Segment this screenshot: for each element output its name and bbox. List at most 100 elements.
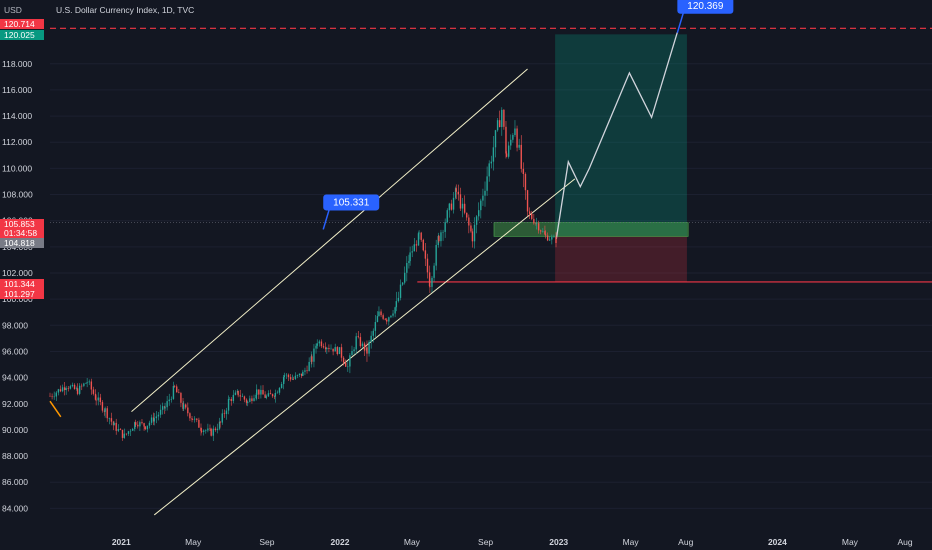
candle-body <box>117 429 120 431</box>
x-tick-label: Sep <box>478 537 493 547</box>
candle-body <box>110 418 113 422</box>
candle-body <box>283 375 285 378</box>
candle-body <box>225 410 228 414</box>
candle-body <box>440 232 442 242</box>
candle-body <box>378 311 380 317</box>
callout-pointer <box>322 209 330 230</box>
candle-body <box>262 389 264 395</box>
candle-body <box>353 349 355 352</box>
candle-body <box>90 381 93 390</box>
candle-body <box>148 422 151 426</box>
plot-area[interactable] <box>50 63 932 509</box>
candle-body <box>512 135 514 140</box>
candle-body <box>417 233 420 246</box>
candle-body <box>216 428 219 430</box>
candle-body <box>264 394 266 398</box>
candle-body <box>528 211 531 214</box>
candle-body <box>470 225 472 232</box>
candle-body <box>274 393 276 397</box>
candle-body <box>221 413 223 423</box>
candle-body <box>106 408 108 419</box>
candle-body <box>180 393 182 403</box>
candle-body <box>468 217 470 226</box>
candle-body <box>159 409 162 415</box>
y-tick-label: 112.000 <box>2 137 32 147</box>
candle-body <box>121 429 124 438</box>
candle-body <box>448 203 451 211</box>
candle-body <box>219 421 221 423</box>
x-tick-label: 2024 <box>768 537 787 547</box>
candle-body <box>334 347 336 352</box>
candle-body <box>388 317 390 322</box>
candle-body <box>73 384 76 389</box>
candle-body <box>230 399 232 401</box>
drawings-layer[interactable] <box>49 27 932 516</box>
candle-body <box>71 384 74 387</box>
candle-body <box>376 316 379 322</box>
candle-body <box>411 251 413 253</box>
candle-body <box>78 385 81 394</box>
candle-body <box>189 413 191 419</box>
candle-body <box>104 408 106 412</box>
candle-body <box>85 383 87 384</box>
candle-body <box>544 234 547 236</box>
candle-body <box>315 345 317 349</box>
candle-body <box>361 343 364 347</box>
candle-body <box>265 396 268 398</box>
candle-body <box>455 188 457 192</box>
loss-zone <box>555 236 687 282</box>
candle-body <box>332 348 334 352</box>
candle-body <box>255 394 257 399</box>
candle-body <box>81 385 83 387</box>
channel-upper-line <box>131 68 528 412</box>
y-tick-label: 108.000 <box>2 190 33 200</box>
x-tick-label: May <box>623 537 640 547</box>
candle-body <box>551 237 553 240</box>
orange-stub-line <box>49 400 62 418</box>
candle-body <box>144 426 146 430</box>
candle-body <box>374 321 377 331</box>
callout-label: 120.369 <box>687 1 724 12</box>
y-tick-label: 118.000 <box>2 59 32 69</box>
candle-body <box>300 373 303 376</box>
price-label-box <box>0 219 44 229</box>
candle-body <box>146 425 149 430</box>
price-label-box <box>0 19 44 29</box>
candle-body <box>363 343 366 351</box>
callout-box <box>323 194 380 211</box>
candle-body <box>324 347 327 350</box>
candle-body <box>196 418 198 420</box>
candle-body <box>340 347 343 358</box>
candle-body <box>239 395 241 397</box>
candle-body <box>260 389 262 395</box>
candle-body <box>168 399 170 402</box>
candle-body <box>318 341 321 344</box>
candle-body <box>164 407 166 409</box>
candle-body <box>88 381 90 383</box>
candle-body <box>205 430 207 431</box>
candle-body <box>294 375 297 379</box>
candle-body <box>505 126 507 154</box>
candle-body <box>251 398 253 401</box>
candle-body <box>161 406 164 410</box>
candle-body <box>141 422 143 424</box>
candle-body <box>134 422 137 425</box>
candle-body <box>178 392 180 394</box>
candle-body <box>510 139 512 146</box>
chart-title[interactable]: U.S. Dollar Currency Index, 1D, TVC <box>56 5 195 15</box>
price-label: 101.344 <box>4 279 35 289</box>
candle-body <box>520 144 522 169</box>
candle-body <box>507 145 510 157</box>
candle-body <box>542 231 544 232</box>
price-label: 101.297 <box>4 289 35 299</box>
candle-body <box>94 393 97 400</box>
candle-body <box>397 297 400 302</box>
candle-body <box>49 395 51 397</box>
price-label: 01:34:58 <box>4 228 37 238</box>
candle-body <box>313 348 315 362</box>
candle-body <box>143 423 145 427</box>
candle-body <box>99 397 102 403</box>
candle-body <box>420 232 422 240</box>
candle-body <box>452 197 455 210</box>
